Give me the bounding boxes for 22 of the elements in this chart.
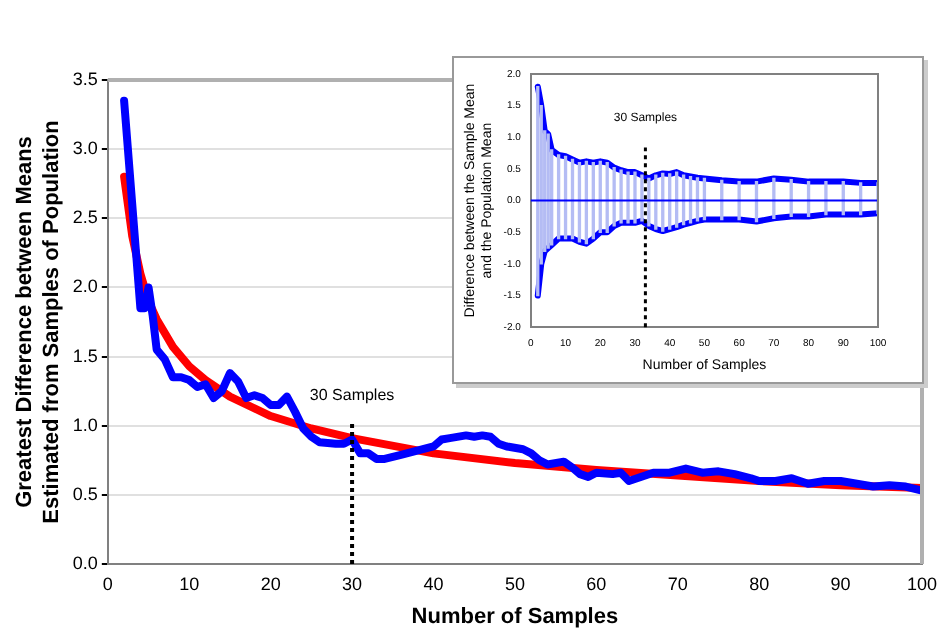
y-tick-label: 2.5 [72, 207, 98, 228]
ref-line-label: 30 Samples [309, 386, 395, 405]
x-tick-label: 100 [906, 573, 938, 594]
x-axis-title: Number of Samples [411, 604, 619, 629]
x-tick-label: 0 [102, 573, 113, 594]
x-tick-label: 60 [586, 573, 607, 594]
x-tick-label: 70 [667, 573, 688, 594]
x-tick-label: 50 [504, 573, 525, 594]
y-tick-label: 1.0 [72, 414, 98, 435]
y-tick-label: 0.0 [72, 552, 98, 573]
x-tick-label: 20 [260, 573, 281, 594]
x-tick-label: 10 [179, 573, 200, 594]
y-tick-label: 3.0 [72, 138, 98, 159]
x-tick-label: 30 [342, 573, 363, 594]
x-tick-label: 80 [749, 573, 770, 594]
x-tick-label: 90 [830, 573, 851, 594]
y-axis-title: Greatest Difference between Means Estimated from Samples of Population [13, 119, 64, 524]
y-tick-label: 1.5 [72, 345, 98, 366]
y-tick-label: 3.5 [72, 68, 98, 89]
y-tick-label: 2.0 [72, 276, 98, 297]
x-tick-label: 40 [423, 573, 444, 594]
y-tick-label: 0.5 [72, 483, 98, 504]
